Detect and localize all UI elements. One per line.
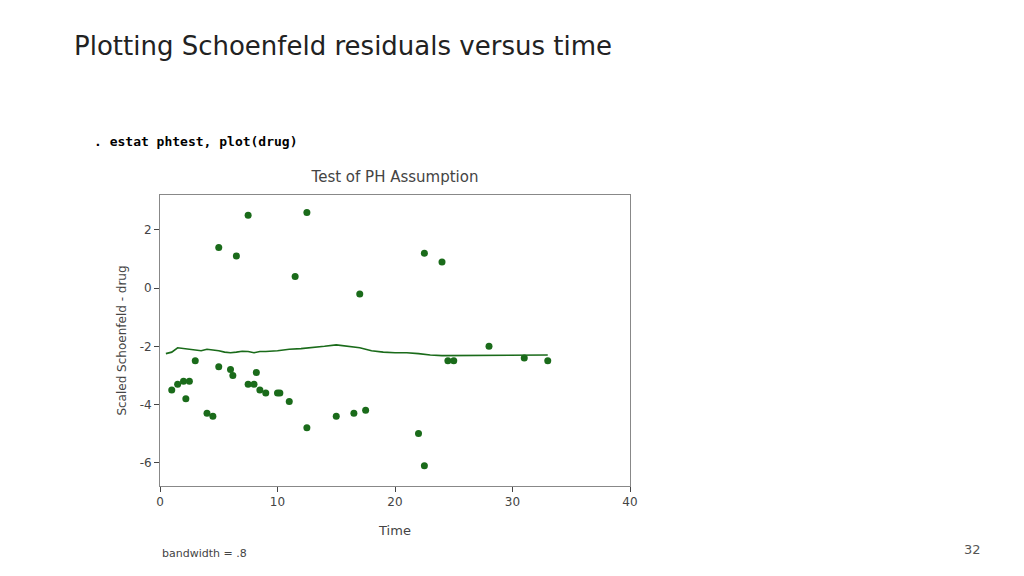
svg-text:Time: Time xyxy=(378,523,411,538)
svg-text:32: 32 xyxy=(964,542,981,557)
svg-text:Test of PH Assumption: Test of PH Assumption xyxy=(311,168,479,186)
svg-text:0: 0 xyxy=(156,495,164,509)
svg-text:-4: -4 xyxy=(140,398,152,412)
svg-text:2: 2 xyxy=(144,223,152,237)
svg-text:-2: -2 xyxy=(140,340,152,354)
svg-text:-6: -6 xyxy=(140,456,152,470)
svg-text:10: 10 xyxy=(270,495,285,509)
svg-text:Plotting Schoenfeld residuals: Plotting Schoenfeld residuals versus tim… xyxy=(74,31,612,61)
svg-text:40: 40 xyxy=(622,495,637,509)
svg-text:20: 20 xyxy=(387,495,402,509)
svg-text:0: 0 xyxy=(144,281,152,295)
svg-text:30: 30 xyxy=(505,495,520,509)
svg-text:. estat phtest, plot(drug): . estat phtest, plot(drug) xyxy=(94,134,298,149)
svg-text:Scaled Schoenfeld - drug: Scaled Schoenfeld - drug xyxy=(115,265,129,415)
svg-text:bandwidth = .8: bandwidth = .8 xyxy=(162,547,247,560)
